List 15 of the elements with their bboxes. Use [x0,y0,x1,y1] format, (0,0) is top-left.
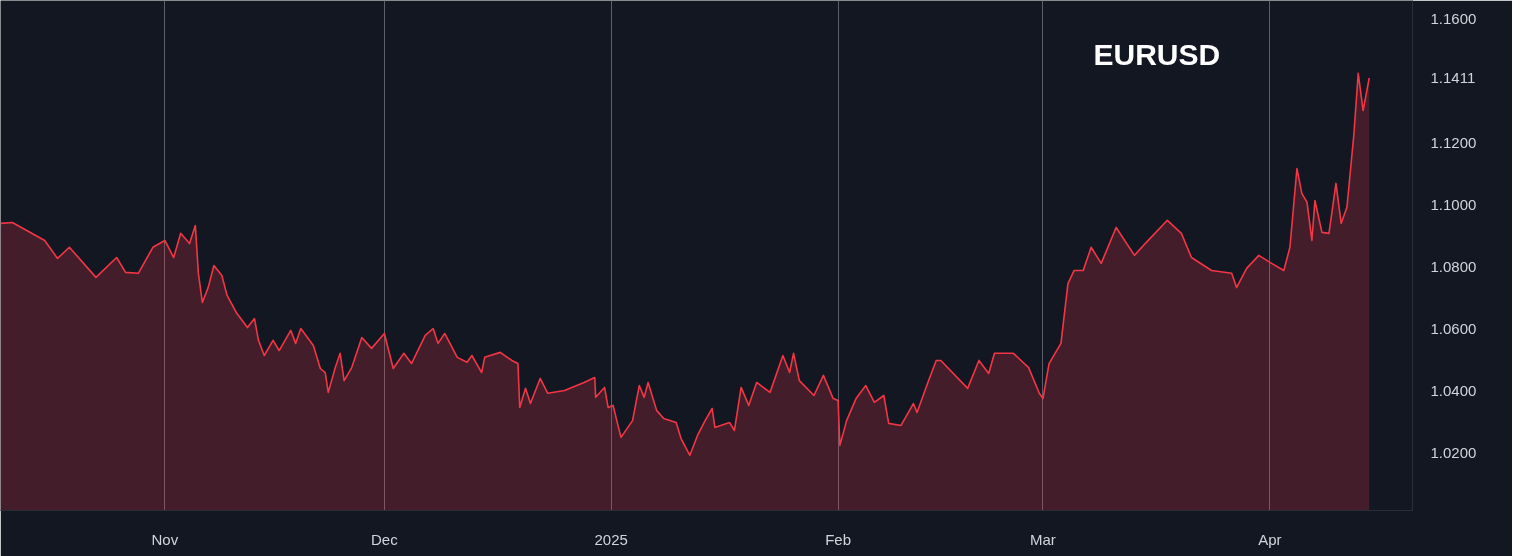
y-tick-label: 1.1000 [1430,196,1477,214]
y-tick-label: 1.1411 [1430,69,1476,87]
y-tick-label: 1.1200 [1430,134,1477,152]
y-tick-label: 1.0800 [1430,258,1477,276]
y-tick-label: 1.0200 [1430,444,1477,462]
text: EURUSD [1093,37,1221,71]
x-tick-label: Nov [151,530,179,548]
y-tick-label: 1.0600 [1430,320,1477,338]
y-tick-label: 1.1600 [1430,10,1477,28]
x-tick-label: 2025 [594,530,628,548]
x-tick-label: Dec [371,530,399,548]
y-tick-label: 1.0400 [1430,382,1477,400]
x-tick-label: Feb [825,530,851,548]
x-tick-label: Apr [1258,530,1282,548]
x-tick-label: Mar [1030,530,1056,548]
